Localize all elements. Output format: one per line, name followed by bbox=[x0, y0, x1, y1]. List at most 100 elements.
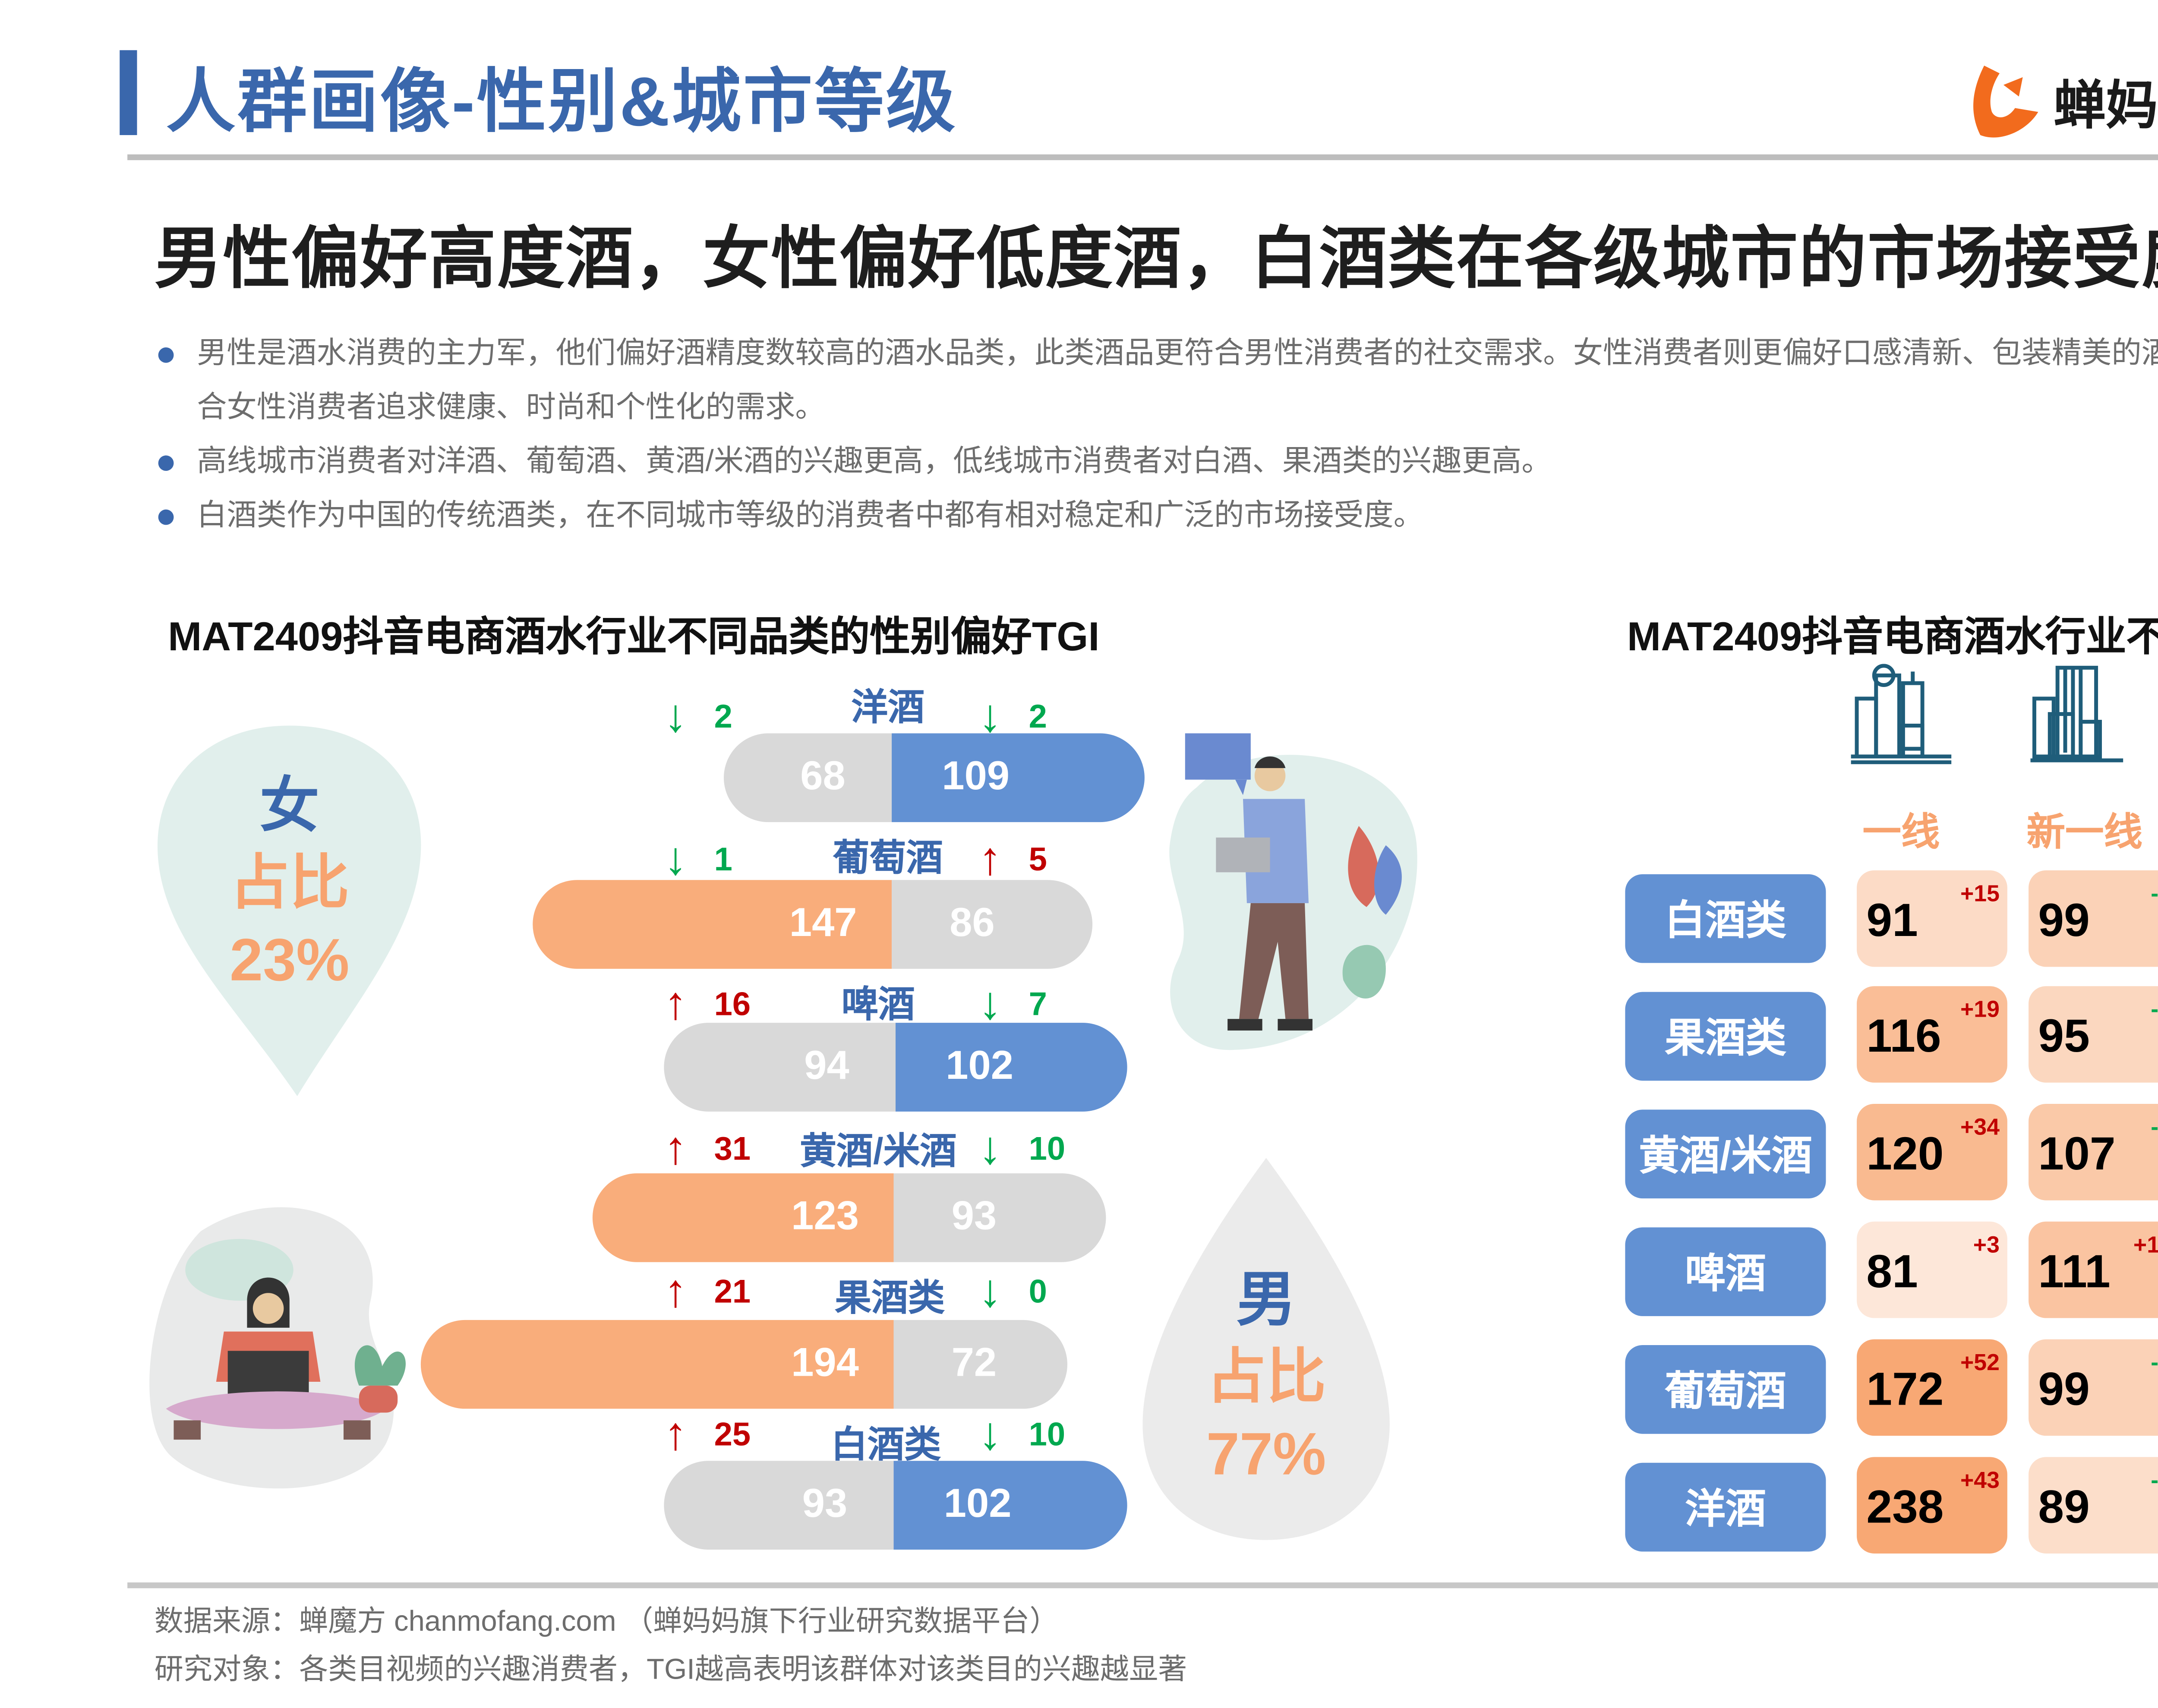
city-chart-title: MAT2409抖音电商酒水行业不同城市群体对各品类的偏好TGI bbox=[1627, 615, 2158, 660]
tgi-value: 81 bbox=[1866, 1246, 1918, 1299]
tier-header-new1: 新一线 bbox=[2026, 812, 2142, 855]
bullet-item: 白酒类作为中国的传统酒类，在不同城市等级的消费者中都有相对稳定和广泛的市场接受度… bbox=[155, 490, 2158, 544]
tgi-change: -1 bbox=[2151, 880, 2158, 907]
male-share: 男 占比 77% bbox=[1135, 1262, 1398, 1494]
male-label: 男 bbox=[1236, 1266, 1296, 1334]
arrow-up-icon: ↑ bbox=[664, 1266, 688, 1318]
tgi-value: 107 bbox=[2038, 1129, 2116, 1181]
tgi-cell: 81 +3 bbox=[1857, 1221, 2007, 1318]
tgi-change: -8 bbox=[2151, 1113, 2158, 1141]
tgi-change: +15 bbox=[1960, 880, 2000, 907]
female-share-value: 23% bbox=[230, 926, 350, 994]
bullet-item: 高线城市消费者对洋酒、葡萄酒、黄酒/米酒的兴趣更高，低线城市消费者对白酒、果酒类… bbox=[155, 436, 2158, 490]
male-change: ↑ 5 bbox=[978, 833, 1047, 886]
arrow-up-icon: ↑ bbox=[978, 833, 1002, 886]
male-bar: 72 bbox=[893, 1320, 1068, 1409]
row-label-huangjiu: 黄酒/米酒 bbox=[1625, 1109, 1826, 1199]
male-share-value: 77% bbox=[1206, 1420, 1326, 1488]
male-bar: 93 bbox=[893, 1173, 1106, 1262]
female-bar: 93 bbox=[664, 1461, 894, 1550]
tier-header-1: 一线 bbox=[1862, 812, 1940, 855]
female-share: 女 占比 23% bbox=[151, 768, 429, 1000]
tgi-value: 111 bbox=[2038, 1246, 2111, 1299]
row-label-guojiu: 果酒类 bbox=[1625, 992, 1826, 1081]
row-label-putaojiu: 葡萄酒 bbox=[1625, 1345, 1826, 1434]
category-label-huangjiu: 黄酒/米酒 bbox=[800, 1133, 957, 1173]
arrow-down-icon: ↓ bbox=[978, 690, 1002, 743]
tgi-change: +11 bbox=[2133, 1231, 2158, 1258]
tgi-change: -1 bbox=[2151, 1349, 2158, 1376]
male-change: ↓ 10 bbox=[978, 1123, 1066, 1175]
male-share-drop bbox=[1142, 1158, 1390, 1540]
female-bar: 68 bbox=[724, 733, 892, 822]
tgi-cell: 91 +15 bbox=[1857, 870, 2007, 967]
female-share-drop bbox=[158, 725, 421, 1097]
male-bar: 102 bbox=[893, 1461, 1127, 1550]
tgi-cell: 99 -1 bbox=[2029, 870, 2158, 967]
tgi-value: 99 bbox=[2038, 895, 2090, 948]
female-bar: 194 bbox=[420, 1320, 894, 1409]
tgi-cell: 107 -8 bbox=[2029, 1103, 2158, 1201]
female-change: ↑ 21 bbox=[664, 1266, 751, 1318]
tgi-cell: 89 -3 bbox=[2029, 1457, 2158, 1554]
tgi-cell: 111 +11 bbox=[2029, 1221, 2158, 1318]
female-change: ↑ 31 bbox=[664, 1123, 751, 1175]
logo-chanmama-text: 蝉妈妈 bbox=[2054, 76, 2158, 134]
arrow-up-icon: ↑ bbox=[664, 978, 688, 1031]
bullet-item: 男性是酒水消费的主力军，他们偏好酒精度数较高的酒水品类，此类酒品更符合男性消费者… bbox=[155, 328, 2158, 436]
tgi-cell: 172 +52 bbox=[1857, 1339, 2007, 1436]
page-title: 人群画像-性别&城市等级 bbox=[166, 62, 958, 141]
female-bar: 147 bbox=[533, 880, 892, 969]
tgi-value: 238 bbox=[1866, 1482, 1944, 1535]
gender-chart-title: MAT2409抖音电商酒水行业不同品类的性别偏好TGI bbox=[168, 615, 1100, 660]
tgi-cell: 120 +34 bbox=[1857, 1103, 2007, 1201]
male-change: ↓ 7 bbox=[978, 978, 1047, 1031]
female-label: 女 bbox=[259, 772, 320, 840]
tgi-cell: 116 +19 bbox=[1857, 986, 2007, 1083]
tgi-change: -3 bbox=[2151, 1466, 2158, 1494]
arrow-up-icon: ↑ bbox=[664, 1123, 688, 1175]
headline: 男性偏好高度酒，女性偏好低度酒，白酒类在各级城市的市场接受度较稳定 bbox=[154, 222, 2158, 297]
tgi-change: +34 bbox=[1960, 1113, 2000, 1141]
male-change: ↓ 10 bbox=[978, 1409, 1066, 1461]
female-change: ↓ 2 bbox=[664, 690, 732, 743]
row-label-yangjiu: 洋酒 bbox=[1625, 1462, 1826, 1552]
tgi-value: 89 bbox=[2038, 1482, 2090, 1535]
brand-logos: 蝉妈妈 X 蝉魔方 X 蝉妈妈智库 bbox=[1965, 58, 2158, 143]
arrow-down-icon: ↓ bbox=[664, 833, 688, 886]
header-divider bbox=[127, 154, 2158, 161]
tgi-cell: 99 -1 bbox=[2029, 1339, 2158, 1436]
male-share-label: 占比 bbox=[1206, 1343, 1326, 1411]
tgi-cell: 238 +43 bbox=[1857, 1457, 2007, 1554]
data-source: 数据来源：蝉魔方 chanmofang.com （蝉妈妈旗下行业研究数据平台） bbox=[154, 1605, 1059, 1639]
male-bar: 86 bbox=[892, 880, 1093, 969]
tgi-value: 99 bbox=[2038, 1364, 2090, 1417]
title-accent-bar bbox=[120, 50, 137, 136]
new-tier1-building-icon bbox=[2030, 665, 2123, 763]
bullet-list: 男性是酒水消费的主力军，他们偏好酒精度数较高的酒水品类，此类酒品更符合男性消费者… bbox=[155, 328, 2158, 544]
footer-divider bbox=[127, 1582, 2158, 1588]
category-label-baijiu: 白酒类 bbox=[831, 1426, 941, 1467]
category-label-yangjiu: 洋酒 bbox=[851, 689, 925, 730]
male-change: ↓ 2 bbox=[978, 690, 1047, 743]
woman-with-laptop-illustration bbox=[149, 1207, 406, 1489]
tgi-change: +19 bbox=[1960, 996, 2000, 1023]
female-change: ↓ 1 bbox=[664, 833, 732, 886]
female-change: ↑ 25 bbox=[664, 1409, 751, 1461]
category-label-pijiu: 啤酒 bbox=[841, 986, 915, 1027]
research-subject: 研究对象：各类目视频的兴趣消费者，TGI越高表明该群体对该类目的兴趣越显著 bbox=[154, 1654, 1187, 1687]
tgi-value: 91 bbox=[1866, 895, 1918, 948]
tgi-change: -3 bbox=[2151, 996, 2158, 1023]
chanmama-logo-icon bbox=[1973, 66, 2038, 138]
tgi-value: 116 bbox=[1866, 1011, 1941, 1064]
female-share-label: 占比 bbox=[230, 849, 350, 917]
row-label-pijiu: 啤酒 bbox=[1625, 1227, 1826, 1316]
female-bar: 123 bbox=[592, 1173, 894, 1262]
tier1-building-icon bbox=[1851, 664, 1952, 764]
arrow-up-icon: ↑ bbox=[664, 1409, 688, 1461]
arrow-down-icon: ↓ bbox=[978, 1123, 1002, 1175]
tgi-change: +43 bbox=[1960, 1466, 2000, 1494]
tgi-value: 95 bbox=[2038, 1011, 2090, 1064]
arrow-down-icon: ↓ bbox=[664, 690, 688, 743]
tgi-value: 120 bbox=[1866, 1129, 1944, 1181]
